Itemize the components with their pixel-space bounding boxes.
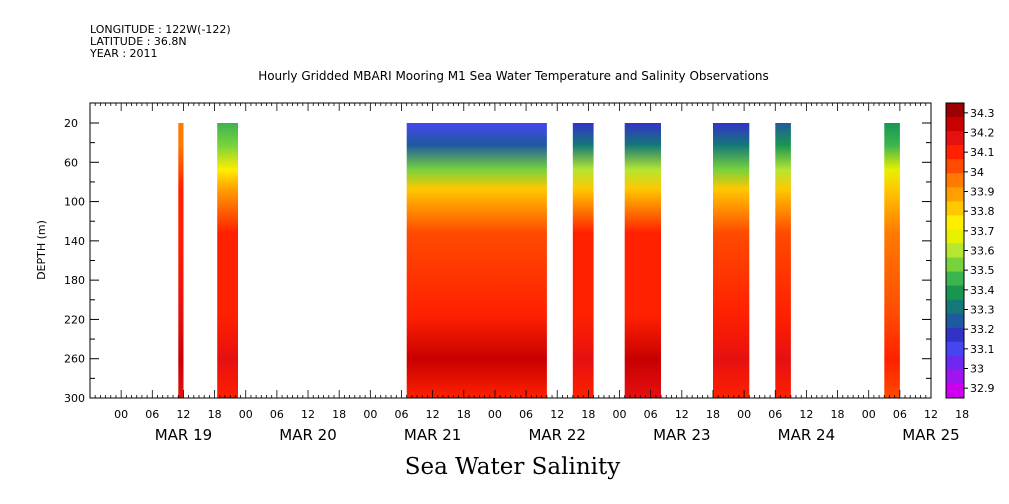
x-hour-label: 18 <box>457 408 471 421</box>
salinity-segment <box>713 123 750 398</box>
x-hour-label: 06 <box>145 408 159 421</box>
x-hour-label: 00 <box>737 408 751 421</box>
x-day-label: MAR 23 <box>653 426 710 444</box>
colorbar-label: 33.9 <box>970 186 995 199</box>
colorbar-label: 33.8 <box>970 205 995 218</box>
y-tick-label: 60 <box>64 156 78 169</box>
year-label: YEAR : 2011 <box>90 47 158 60</box>
salinity-segments <box>178 123 900 398</box>
x-hour-label: 12 <box>550 408 564 421</box>
colorbar-swatch <box>946 271 964 287</box>
x-hour-label: 06 <box>768 408 782 421</box>
x-hour-label: 00 <box>613 408 627 421</box>
x-hour-label: 18 <box>208 408 222 421</box>
colorbar-swatch <box>946 383 964 399</box>
x-hour-label: 12 <box>675 408 689 421</box>
x-day-label: MAR 19 <box>155 426 212 444</box>
colorbar-label: 33.6 <box>970 245 995 258</box>
x-hour-label: 06 <box>519 408 533 421</box>
bottom-title: Sea Water Salinity <box>404 454 621 480</box>
salinity-segment <box>217 123 238 398</box>
salinity-segment <box>572 123 594 398</box>
colorbar-label: 33.3 <box>970 304 995 317</box>
colorbar-swatch <box>946 117 964 132</box>
colorbar-swatch <box>946 341 964 357</box>
colorbar-swatch <box>946 131 964 146</box>
colorbar-swatch <box>946 215 964 230</box>
y-tick-label: 20 <box>64 117 78 130</box>
salinity-segment <box>624 123 661 398</box>
colorbar-swatch <box>946 313 964 329</box>
y-tick-label: 140 <box>64 235 85 248</box>
colorbar-label: 34 <box>970 166 984 179</box>
y-tick-label: 300 <box>64 392 85 405</box>
x-hour-label: 12 <box>301 408 315 421</box>
x-hour-label: 12 <box>799 408 813 421</box>
colorbar-label: 33.5 <box>970 264 995 277</box>
x-day-label: MAR 21 <box>404 426 461 444</box>
colorbar-label: 33 <box>970 363 984 376</box>
chart-title: Hourly Gridded MBARI Mooring M1 Sea Wate… <box>258 69 769 83</box>
colorbar-swatch <box>946 243 964 258</box>
y-tick-label: 180 <box>64 274 85 287</box>
colorbar-swatch <box>946 173 964 188</box>
x-hour-label: 12 <box>924 408 938 421</box>
colorbar: 34.3 34.2 34.1 34 33.9 33.8 33.7 33.6 33.5 33.4 33… <box>945 102 995 399</box>
colorbar-label: 33.4 <box>970 284 995 297</box>
x-hour-label: 00 <box>363 408 377 421</box>
colorbar-label: 34.3 <box>970 107 995 120</box>
colorbar-swatch <box>946 145 964 160</box>
colorbar-swatch <box>946 159 964 174</box>
colorbar-swatch <box>946 229 964 244</box>
x-hour-label: 18 <box>831 408 845 421</box>
x-hour-label: 18 <box>955 408 969 421</box>
colorbar-swatch <box>946 201 964 216</box>
x-hour-label: 06 <box>394 408 408 421</box>
x-hour-label: 00 <box>862 408 876 421</box>
colorbar-swatch <box>946 355 964 371</box>
x-hour-label: 06 <box>893 408 907 421</box>
x-hour-label: 12 <box>426 408 440 421</box>
colorbar-swatch <box>946 285 964 301</box>
colorbar-label: 33.1 <box>970 343 995 356</box>
salinity-segment <box>406 123 547 398</box>
colorbar-label: 33.7 <box>970 225 995 238</box>
colorbar-label: 34.1 <box>970 146 995 159</box>
colorbar-label: 33.2 <box>970 323 995 336</box>
longitude-label: LONGITUDE : 122W(-122) <box>90 23 231 36</box>
colorbar-swatch <box>946 327 964 343</box>
y-tick-label: 260 <box>64 353 85 366</box>
colorbar-swatch <box>946 103 964 118</box>
x-day-label: MAR 22 <box>528 426 585 444</box>
salinity-segment <box>178 123 184 398</box>
colorbar-swatch <box>946 257 964 272</box>
x-hour-label: 06 <box>270 408 284 421</box>
colorbar-label: 32.9 <box>970 382 995 395</box>
colorbar-swatch <box>946 187 964 202</box>
y-tick-label: 100 <box>64 196 85 209</box>
x-hour-label: 00 <box>239 408 253 421</box>
salinity-segment <box>884 123 900 398</box>
latitude-label: LATITUDE : 36.8N <box>90 35 187 48</box>
x-hour-label: 18 <box>581 408 595 421</box>
x-hour-label: 06 <box>644 408 658 421</box>
y-tick-label: 220 <box>64 313 85 326</box>
x-hour-label: 18 <box>332 408 346 421</box>
x-day-label: MAR 20 <box>279 426 336 444</box>
x-hour-label: 00 <box>488 408 502 421</box>
colorbar-label: 34.2 <box>970 127 995 140</box>
x-hour-label: 12 <box>176 408 190 421</box>
time-axis: 00 06 12 18 00 06 12 18 00 06 12 18 00 06 12 18 00 06 12 18… <box>89 103 969 444</box>
depth-axis: 20 60 100 140 180 220 260 300 <box>64 117 931 405</box>
colorbar-swatch <box>946 369 964 385</box>
x-day-label: MAR 24 <box>778 426 835 444</box>
x-hour-label: 00 <box>114 408 128 421</box>
salinity-segment <box>775 123 791 398</box>
y-axis-label: DEPTH (m) <box>35 220 48 280</box>
x-day-label: MAR 25 <box>902 426 959 444</box>
x-hour-label: 18 <box>706 408 720 421</box>
colorbar-swatch <box>946 299 964 315</box>
